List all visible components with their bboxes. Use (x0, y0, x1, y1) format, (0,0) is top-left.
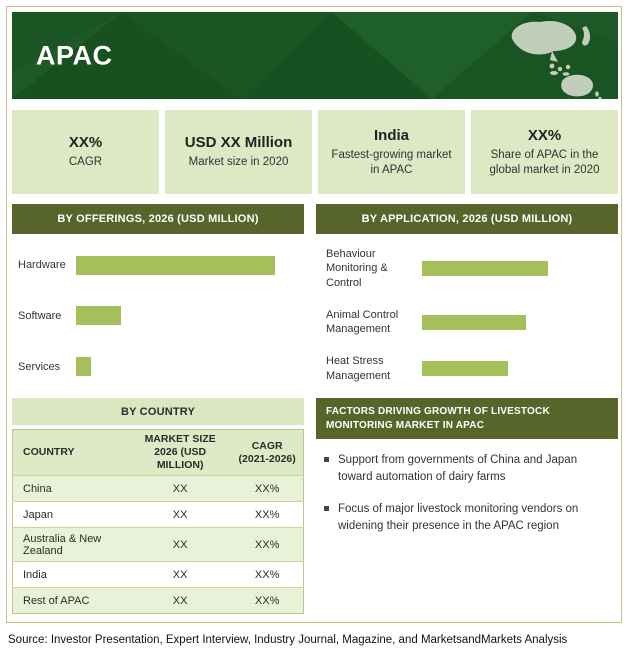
bar-track (76, 357, 290, 377)
bar-hardware (76, 255, 276, 275)
stat-value: India (373, 126, 409, 144)
cagr-cell: XX% (254, 508, 280, 521)
table-header-row: COUNTRY MARKET SIZE 2026 (USD MILLION) C… (12, 429, 304, 476)
application-chart: Behaviour Monitoring & Control Animal Co… (316, 238, 618, 392)
table-row-china: China XX XX% (12, 475, 304, 502)
factors-list: Support from governments of China and Ja… (316, 452, 618, 549)
by-country-header: BY COUNTRY (12, 398, 304, 425)
country-cell: India (23, 568, 47, 581)
market-size-cell: XX (172, 568, 188, 581)
market-size-cell: XX (172, 482, 188, 495)
bullet-text: Focus of major livestock monitoring vend… (338, 502, 579, 532)
column-header-cagr: CAGR (2021-2026) (231, 430, 303, 476)
stat-label: Fastest-growing market in APAC (331, 148, 452, 176)
table-row-india: India XX XX% (12, 561, 304, 588)
category-label: Behaviour Monitoring & Control (326, 247, 388, 289)
cagr-cell: XX% (254, 482, 280, 495)
stat-value: XX% (527, 126, 562, 144)
bar-services (76, 357, 91, 377)
market-size-cell: XX (172, 594, 188, 607)
bar-track (422, 314, 604, 330)
cagr-cell: XX% (254, 538, 280, 551)
offerings-chart: Hardware Software Services (12, 240, 304, 392)
market-size-cell: XX (172, 538, 188, 551)
country-cell: Rest of APAC (23, 594, 90, 607)
stat-fastest-market: India Fastest-growing market in APAC (318, 110, 465, 194)
column-header-label: 2026 (USD MILLION) (154, 446, 207, 472)
bar-animal-control (422, 314, 526, 330)
chart-row-software: Software (12, 306, 304, 326)
bullet-text: Support from governments of China and Ja… (338, 454, 578, 484)
column-header-market-size: MARKET SIZE 2026 (USD MILLION) (129, 430, 231, 476)
stat-box-row: XX% CAGR USD XX Million Market size in 2… (12, 110, 618, 194)
category-label: Services (18, 360, 61, 373)
country-cell: China (23, 482, 52, 495)
stat-label: CAGR (68, 156, 103, 169)
column-header-label: MARKET SIZE (144, 433, 216, 445)
bar-track (76, 306, 290, 326)
application-section-header: BY APPLICATION, 2026 (USD MILLION) (316, 204, 618, 234)
cagr-cell: XX% (254, 594, 280, 607)
table-row-japan: Japan XX XX% (12, 501, 304, 528)
stat-market-size: USD XX Million Market size in 2020 (165, 110, 312, 194)
square-bullet-icon (324, 505, 329, 511)
list-item: Support from governments of China and Ja… (322, 452, 610, 487)
banner: APAC (12, 12, 618, 99)
column-header-country: COUNTRY (13, 430, 129, 476)
list-item: Focus of major livestock monitoring vend… (322, 501, 610, 536)
stat-cagr: XX% CAGR (12, 110, 159, 194)
offerings-section-header: BY OFFERINGS, 2026 (USD MILLION) (12, 204, 304, 234)
bar-software (76, 306, 121, 326)
stat-label: Share of APAC in the global market in 20… (489, 148, 600, 176)
category-label: Hardware (18, 259, 66, 272)
category-label: Software (18, 309, 62, 322)
country-cell: Japan (23, 508, 53, 521)
bar-track (76, 255, 290, 275)
category-label: Animal Control Management (326, 308, 399, 336)
stat-global-share: XX% Share of APAC in the global market i… (471, 110, 618, 194)
stat-label: Market size in 2020 (188, 156, 289, 169)
square-bullet-icon (324, 457, 329, 462)
source-note: Source: Investor Presentation, Expert In… (8, 634, 568, 646)
chart-row-animal-control: Animal Control Management (316, 308, 618, 337)
chart-row-heat-stress: Heat Stress Management (316, 354, 618, 383)
chart-row-hardware: Hardware (12, 255, 304, 275)
cagr-cell: XX% (254, 568, 280, 581)
banner-title: APAC (36, 40, 113, 70)
bar-track (422, 361, 604, 377)
stat-value: XX% (68, 134, 103, 152)
bar-behaviour-monitoring (422, 260, 548, 276)
category-label: Heat Stress Management (326, 355, 391, 382)
stat-value: USD XX Million (184, 134, 293, 152)
market-size-cell: XX (172, 508, 188, 521)
bar-heat-stress (422, 361, 508, 377)
apac-map (511, 20, 602, 99)
chart-row-services: Services (12, 357, 304, 377)
chart-row-behaviour-monitoring: Behaviour Monitoring & Control (316, 247, 618, 290)
country-cell: Australia & New Zealand (23, 532, 102, 557)
factors-section-header: FACTORS DRIVING GROWTH OF LIVESTOCK MONI… (316, 398, 618, 439)
column-header-label: (2021-2026) (238, 452, 296, 465)
column-header-label: COUNTRY (23, 446, 75, 459)
bar-track (422, 260, 604, 276)
table-row-australia-nz: Australia & New Zealand XX XX% (12, 527, 304, 562)
country-table: COUNTRY MARKET SIZE 2026 (USD MILLION) C… (12, 429, 304, 615)
table-row-rest-of-apac: Rest of APAC XX XX% (12, 587, 304, 614)
column-header-label: CAGR (251, 439, 283, 452)
banner-background (12, 12, 618, 99)
